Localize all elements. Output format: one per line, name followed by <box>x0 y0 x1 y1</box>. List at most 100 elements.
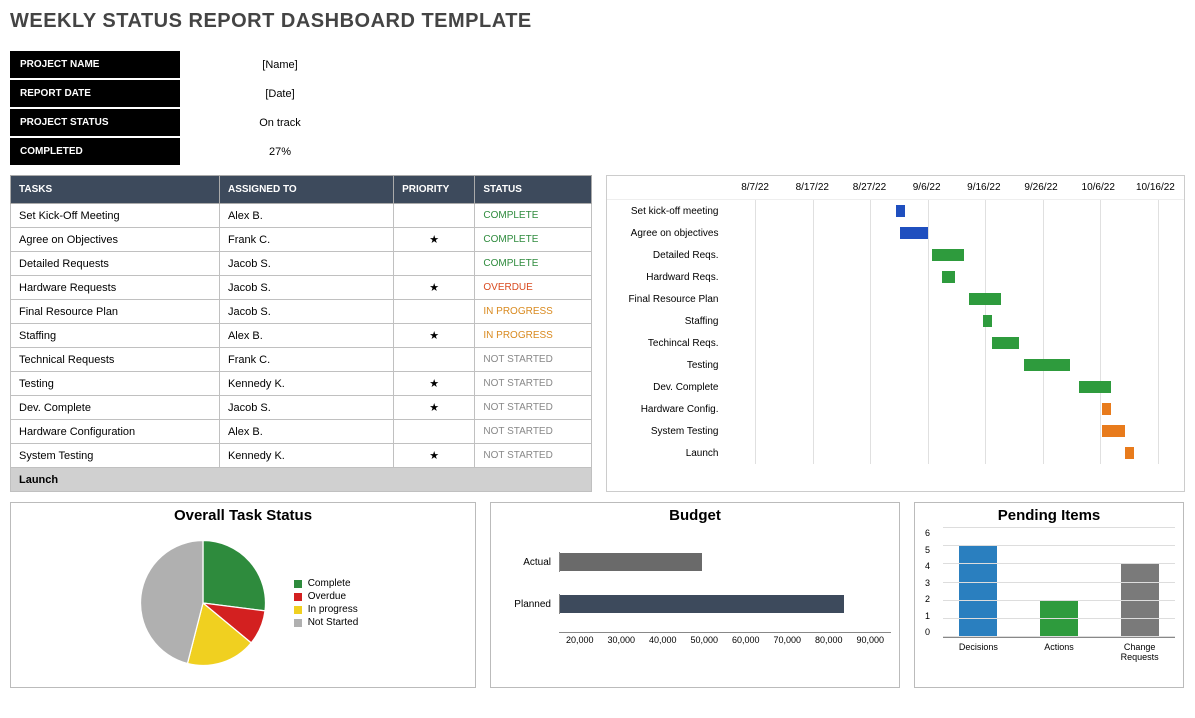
table-row: Set Kick-Off MeetingAlex B.COMPLETE <box>11 204 592 228</box>
task-priority <box>394 300 475 324</box>
gantt-bar <box>1102 425 1125 437</box>
gantt-date: 10/6/22 <box>1070 176 1127 199</box>
task-name: Staffing <box>11 324 220 348</box>
gantt-bar <box>1079 381 1111 393</box>
pending-ytick: 5 <box>925 545 930 555</box>
pending-ytick: 1 <box>925 611 930 621</box>
tasks-header: ASSIGNED TO <box>219 176 393 204</box>
pie-chart <box>128 528 278 678</box>
budget-label: Planned <box>499 599 559 610</box>
task-status: NOT STARTED <box>475 396 591 420</box>
task-priority <box>394 204 475 228</box>
gantt-row: Hardward Reqs. <box>607 266 1185 288</box>
gantt-row: Launch <box>607 442 1185 464</box>
table-row: System TestingKennedy K.★NOT STARTED <box>11 444 592 468</box>
legend-swatch <box>294 606 302 614</box>
gantt-row: Dev. Complete <box>607 376 1185 398</box>
gantt-bar <box>983 315 992 327</box>
meta-value: 27% <box>180 137 380 166</box>
gantt-label: Final Resource Plan <box>607 294 727 305</box>
task-name: Testing <box>11 372 220 396</box>
meta-table: PROJECT NAME[Name]REPORT DATE[Date]PROJE… <box>10 51 380 167</box>
gantt-bar <box>969 293 1001 305</box>
gantt-row: Hardware Config. <box>607 398 1185 420</box>
gantt-row: Testing <box>607 354 1185 376</box>
table-row: Agree on ObjectivesFrank C.★COMPLETE <box>11 228 592 252</box>
task-assigned: Jacob S. <box>219 252 393 276</box>
pie-title: Overall Task Status <box>19 507 467 524</box>
task-status: IN PROGRESS <box>475 324 591 348</box>
pending-ytick: 0 <box>925 627 930 637</box>
gantt-row: Final Resource Plan <box>607 288 1185 310</box>
table-row: Hardware RequestsJacob S.★OVERDUE <box>11 276 592 300</box>
tasks-header: TASKS <box>11 176 220 204</box>
table-row: Technical RequestsFrank C.NOT STARTED <box>11 348 592 372</box>
tasks-table: TASKSASSIGNED TOPRIORITYSTATUS Set Kick-… <box>10 175 592 492</box>
gantt-label: Hardward Reqs. <box>607 272 727 283</box>
task-priority: ★ <box>394 228 475 252</box>
gantt-row: Agree on objectives <box>607 222 1185 244</box>
gantt-bar <box>1125 447 1134 459</box>
gantt-row: Set kick-off meeting <box>607 200 1185 222</box>
pending-label: Change Requests <box>1114 642 1165 662</box>
gantt-bar <box>1024 359 1070 371</box>
task-priority: ★ <box>394 444 475 468</box>
task-assigned: Kennedy K. <box>219 372 393 396</box>
budget-label: Actual <box>499 557 559 568</box>
page-title: WEEKLY STATUS REPORT DASHBOARD TEMPLATE <box>10 10 1185 33</box>
table-row: TestingKennedy K.★NOT STARTED <box>11 372 592 396</box>
meta-label: COMPLETED <box>10 137 180 166</box>
task-priority <box>394 420 475 444</box>
gantt-row: System Testing <box>607 420 1185 442</box>
task-name: System Testing <box>11 444 220 468</box>
task-priority <box>394 252 475 276</box>
task-priority: ★ <box>394 396 475 420</box>
meta-label: PROJECT NAME <box>10 51 180 79</box>
task-status: COMPLETE <box>475 252 591 276</box>
legend-label: In progress <box>308 604 358 615</box>
pending-ytick: 2 <box>925 594 930 604</box>
gantt-label: Set kick-off meeting <box>607 206 727 217</box>
budget-bar <box>560 553 702 571</box>
legend-swatch <box>294 593 302 601</box>
legend-label: Complete <box>308 578 351 589</box>
budget-row: Actual <box>499 548 891 576</box>
gantt-chart: 8/7/228/17/228/27/229/6/229/16/229/26/22… <box>606 175 1186 492</box>
task-status: COMPLETE <box>475 204 591 228</box>
pending-ytick: 3 <box>925 578 930 588</box>
meta-value: [Date] <box>180 79 380 108</box>
budget-xtick: 20,000 <box>559 633 601 645</box>
gantt-label: Testing <box>607 360 727 371</box>
task-assigned: Frank C. <box>219 228 393 252</box>
gantt-bar <box>896 205 905 217</box>
gantt-bar <box>900 227 927 239</box>
pending-ytick: 4 <box>925 561 930 571</box>
legend-item: Overdue <box>294 591 359 602</box>
gantt-date: 9/26/22 <box>1012 176 1069 199</box>
budget-title: Budget <box>499 507 891 524</box>
legend-label: Overdue <box>308 591 346 602</box>
legend-item: Complete <box>294 578 359 589</box>
pending-title: Pending Items <box>923 507 1175 524</box>
gantt-bar <box>942 271 956 283</box>
task-name: Agree on Objectives <box>11 228 220 252</box>
tasks-header: PRIORITY <box>394 176 475 204</box>
task-priority: ★ <box>394 372 475 396</box>
task-name: Hardware Requests <box>11 276 220 300</box>
gantt-label: Staffing <box>607 316 727 327</box>
gantt-label: Hardware Config. <box>607 404 727 415</box>
meta-label: PROJECT STATUS <box>10 108 180 137</box>
task-name: Final Resource Plan <box>11 300 220 324</box>
pending-label: Decisions <box>953 642 1004 662</box>
launch-label: Launch <box>11 468 592 492</box>
legend-label: Not Started <box>308 617 359 628</box>
legend-item: In progress <box>294 604 359 615</box>
meta-label: REPORT DATE <box>10 79 180 108</box>
tasks-header: STATUS <box>475 176 591 204</box>
task-assigned: Alex B. <box>219 204 393 228</box>
legend-swatch <box>294 580 302 588</box>
task-assigned: Jacob S. <box>219 276 393 300</box>
gantt-row: Staffing <box>607 310 1185 332</box>
gantt-label: Dev. Complete <box>607 382 727 393</box>
task-name: Detailed Requests <box>11 252 220 276</box>
